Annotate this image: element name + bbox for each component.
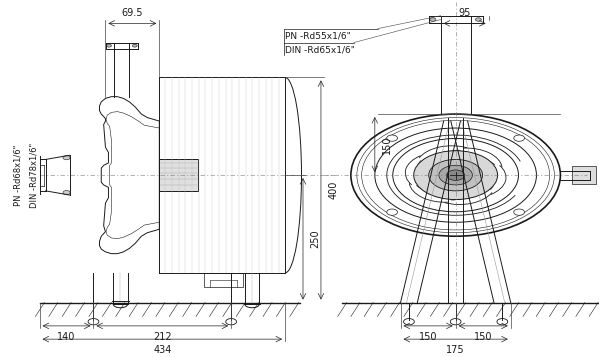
Text: PN -Rd68x1/6": PN -Rd68x1/6" — [14, 145, 23, 206]
Circle shape — [63, 191, 70, 195]
Circle shape — [429, 160, 482, 191]
Text: 95: 95 — [458, 8, 471, 18]
Text: PN -Rd55x1/6": PN -Rd55x1/6" — [285, 31, 351, 40]
Circle shape — [430, 18, 436, 21]
Bar — [204, 273, 243, 287]
Circle shape — [387, 135, 398, 141]
Text: 434: 434 — [153, 346, 172, 356]
Circle shape — [107, 44, 112, 47]
Text: DIN -Rd65x1/6": DIN -Rd65x1/6" — [285, 45, 355, 54]
Circle shape — [133, 44, 137, 47]
Text: 150: 150 — [419, 332, 437, 342]
Text: 250: 250 — [310, 230, 320, 248]
Circle shape — [514, 209, 524, 215]
Circle shape — [387, 209, 398, 215]
Bar — [160, 160, 198, 191]
Text: DIN -Rd78x1/6": DIN -Rd78x1/6" — [29, 142, 38, 208]
Circle shape — [514, 135, 524, 141]
Text: 400: 400 — [328, 181, 338, 199]
Bar — [572, 166, 596, 184]
Text: 69.5: 69.5 — [122, 8, 143, 18]
Text: 150: 150 — [474, 332, 493, 342]
Text: 212: 212 — [153, 332, 172, 342]
Circle shape — [446, 170, 464, 180]
Circle shape — [439, 165, 472, 185]
Circle shape — [414, 151, 497, 200]
Text: 150: 150 — [382, 135, 392, 154]
Text: 175: 175 — [446, 346, 465, 356]
Circle shape — [475, 18, 481, 21]
Circle shape — [63, 156, 70, 160]
Text: 140: 140 — [58, 332, 76, 342]
